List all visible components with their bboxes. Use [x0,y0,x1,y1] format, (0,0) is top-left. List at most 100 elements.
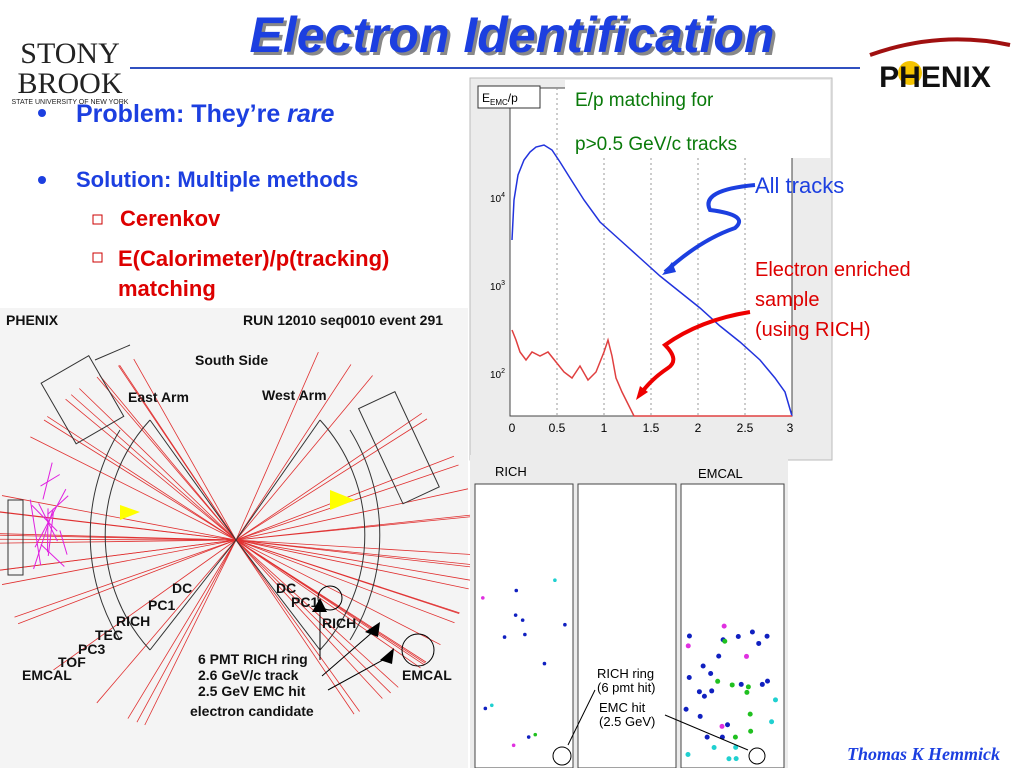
emcal-hit [702,694,707,699]
event-label: West Arm [262,387,327,403]
rich-hit [514,613,518,617]
x-tick-label: 3 [787,421,794,435]
rich-hit [563,623,567,627]
event-label: PC1 [148,597,175,613]
emcal-hit [739,682,744,687]
emcal-hit [769,719,774,724]
rich-hit [503,635,507,639]
emcal-hit [687,634,692,639]
emcal-hit [744,690,749,695]
zoom-note: (2.5 GeV) [599,714,655,729]
emcal-hit [756,641,761,646]
zoom-frame [681,484,784,768]
zoom-label: RICH [495,464,527,479]
enriched-label: Electron enriched [755,259,911,281]
sub-bullet-text: E(Calorimeter)/p(tracking) matching [118,244,488,304]
emcal-hit [712,745,717,750]
caption: E/p matching for [575,90,714,111]
x-tick-label: 2.5 [737,421,754,435]
emcal-hit [744,654,749,659]
zoom-label: EMCAL [698,466,743,481]
enriched-label: (using RICH) [755,319,871,341]
emcal-hit [734,756,739,761]
event-label: 6 PMT RICH ring [198,651,308,667]
all-tracks-label: All tracks [755,173,844,198]
emcal-hit [733,735,738,740]
event-label: East Arm [128,389,189,405]
emcal-hit [684,707,689,712]
event-label: South Side [195,352,268,368]
emcal-hit [765,679,770,684]
emcal-hit [765,634,770,639]
emcal-hit [730,682,735,687]
zoom-frame [475,484,573,768]
caption: p>0.5 GeV/c tracks [575,134,737,155]
event-label: EMCAL [22,667,72,683]
emcal-hit [686,643,691,648]
emcal-hit [701,664,706,669]
bullet [38,109,46,117]
bullet-text: Problem: They’re [76,100,287,128]
rich-hit [553,578,557,582]
emcal-hit [726,756,731,761]
x-tick-label: 1 [601,421,608,435]
rich-hit [533,733,537,737]
emcal-hit [746,684,751,689]
x-tick-label: 1.5 [643,421,660,435]
sub-bullet-text: Cerenkov [120,206,221,231]
bullet-emph: rare [287,100,334,128]
sub-bullet-wrap: E(Calorimeter)/p(tracking) matching [118,244,488,314]
event-label: 2.5 GeV EMC hit [198,683,306,699]
x-tick-label: 0.5 [549,421,566,435]
rich-hit [481,596,485,600]
event-label: electron candidate [190,703,314,719]
zoom-note: EMC hit [599,700,646,715]
rich-hit [514,589,518,593]
logo-line: STONY [20,37,119,70]
emcal-hit [687,675,692,680]
hist-xticks: 0 0.5 1 1.5 2 2.5 3 [509,421,794,435]
enriched-label: sample [755,289,819,311]
emcal-hit [709,688,714,693]
emcal-hit [760,682,765,687]
logo-phenix: PHENIX [879,61,991,94]
rich-hit [484,707,488,711]
event-label: 2.6 GeV/c track [198,667,299,683]
emcal-hit [720,724,725,729]
emcal-hit [725,722,730,727]
x-tick-label: 2 [695,421,702,435]
emcal-hit [750,629,755,634]
emcal-hit [722,624,727,629]
title: Electron Identification [249,7,774,63]
event-label: EMCAL [402,667,452,683]
rich-hit [527,735,531,739]
rich-hit [521,618,525,622]
logo-line: BROOK [17,67,122,100]
x-tick-label: 0 [509,421,516,435]
emcal-hit [722,639,727,644]
bullet [38,176,46,184]
zoom-note: RICH ring [597,666,654,681]
bullet-text: Problem: They’re rare [76,100,335,128]
zoom-note: (6 pmt hit) [597,680,656,695]
emcal-hit [716,654,721,659]
event-label: RUN 12010 seq0010 event 291 [243,312,443,328]
emcal-hit [705,735,710,740]
emcal-hit [708,671,713,676]
emcal-hit [685,752,690,757]
rich-hit [490,704,494,708]
event-label: RICH [322,615,356,631]
rich-hit [523,633,527,637]
emcal-hit [736,634,741,639]
emcal-hit [748,712,753,717]
emcal-hit [748,729,753,734]
emcal-hit [773,697,778,702]
rich-hit [512,743,516,747]
event-label: DC [172,580,192,596]
bullet-text: Solution: Multiple methods [76,167,358,192]
emcal-hit [697,689,702,694]
emcal-hit [698,714,703,719]
event-label: PHENIX [6,312,59,328]
footer: Thomas K Hemmick [847,744,1000,764]
